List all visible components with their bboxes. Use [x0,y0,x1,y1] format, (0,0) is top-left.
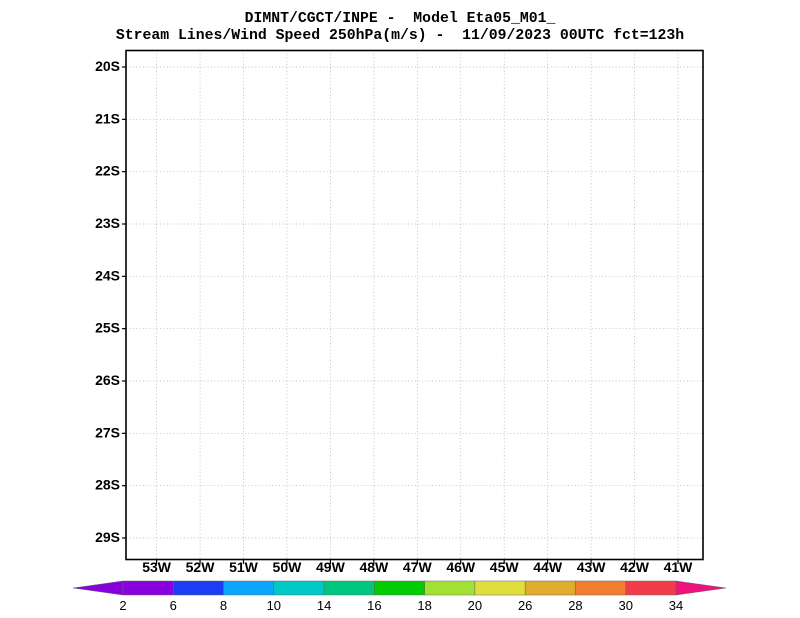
svg-text:34: 34 [669,598,683,613]
svg-text:22S: 22S [95,163,120,179]
svg-text:18: 18 [417,598,431,613]
svg-text:28: 28 [568,598,582,613]
svg-text:27S: 27S [95,424,120,440]
svg-text:26: 26 [518,598,532,613]
svg-text:10: 10 [267,598,281,613]
svg-text:6: 6 [170,598,177,613]
svg-text:20S: 20S [95,58,120,74]
svg-text:25S: 25S [95,320,120,336]
svg-text:2: 2 [119,598,126,613]
svg-text:24S: 24S [95,267,120,283]
svg-text:21S: 21S [95,110,120,126]
svg-text:20: 20 [468,598,482,613]
svg-text:23S: 23S [95,215,120,231]
svg-text:29S: 29S [95,529,120,545]
svg-text:16: 16 [367,598,381,613]
svg-text:14: 14 [317,598,331,613]
svg-text:30: 30 [618,598,632,613]
svg-text:26S: 26S [95,372,120,388]
svg-text:8: 8 [220,598,227,613]
svg-text:28S: 28S [95,477,120,493]
